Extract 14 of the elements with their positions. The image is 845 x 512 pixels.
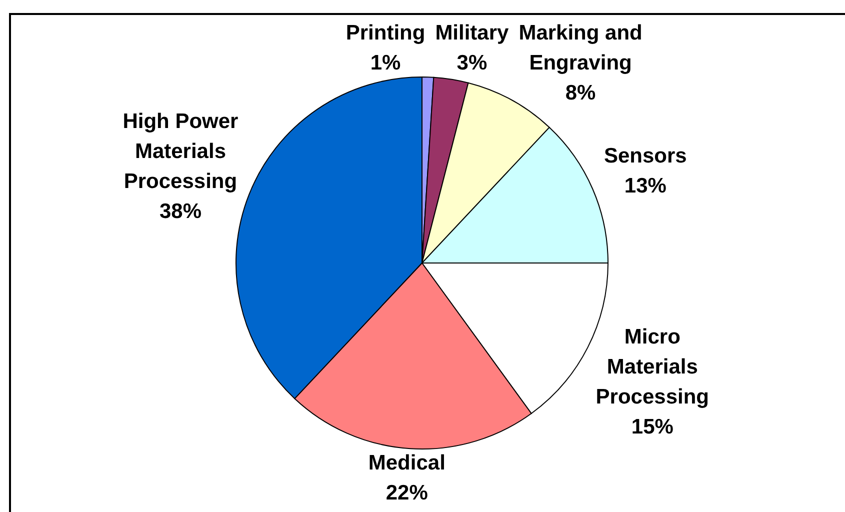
data-label: 38% [159,200,202,224]
data-label: 15% [631,415,674,438]
data-label: 13% [624,174,667,198]
data-label: 22% [386,482,428,504]
slice-label: High Power Materials Processing [122,110,238,194]
data-label: 1% [370,52,402,74]
data-label: 3% [456,52,488,74]
slice-label: Sensors [604,144,687,168]
slice-label: Printing [346,22,426,44]
slice-label: Marking and Engraving [518,22,642,74]
data-label: 8% [565,82,596,104]
slice-label: Medical [368,452,446,474]
slice-label: Military [435,22,510,44]
slice-label: Micro Materials Processing [596,325,710,408]
